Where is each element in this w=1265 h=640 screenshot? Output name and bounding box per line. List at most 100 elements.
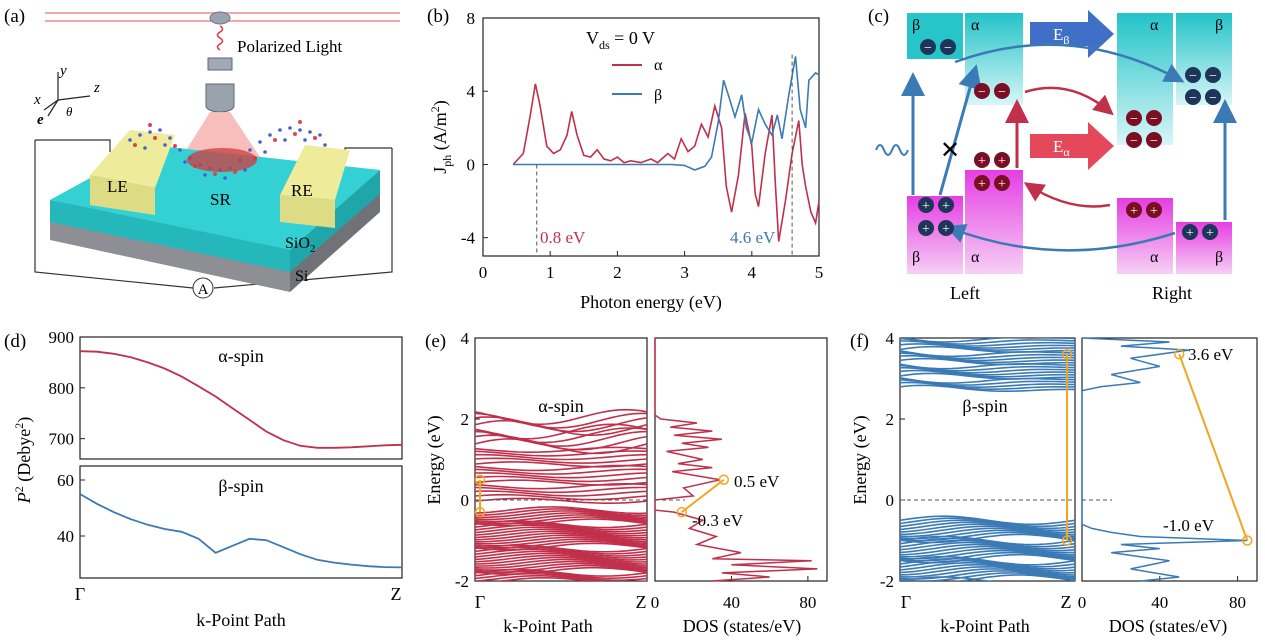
band-line xyxy=(475,558,647,567)
band-lines xyxy=(475,408,647,581)
e-beta-label: Eβ xyxy=(1053,25,1070,47)
band-line xyxy=(900,537,1075,548)
band-line xyxy=(900,352,1075,362)
band-line xyxy=(900,343,1075,351)
dos-transition-start xyxy=(1242,535,1253,546)
hole-sign: + xyxy=(942,222,950,237)
dos-xtick-label: 40 xyxy=(1151,593,1168,612)
band-line xyxy=(475,546,647,555)
dos-xtick-label: 80 xyxy=(1229,593,1246,612)
band-ytick-label: 4 xyxy=(461,329,470,348)
plot-e-transition-to: 0.5 eV xyxy=(734,472,780,491)
plot-b-xtick-label: 1 xyxy=(546,263,555,282)
plot-f-xtick-gamma: Γ xyxy=(901,592,911,612)
band-line xyxy=(475,568,647,577)
polarized-light-label: Polarized Light xyxy=(237,37,343,56)
plot-b-xtick-label: 0 xyxy=(479,263,488,282)
plot-b-series-beta xyxy=(513,56,820,171)
right-beta-top-label: β xyxy=(1215,17,1223,34)
ammeter-label: A xyxy=(198,282,209,298)
plot-b-xtick-label: 4 xyxy=(748,263,757,282)
e-alpha-label: Eα xyxy=(1053,137,1070,159)
dos-transition-end xyxy=(718,474,730,485)
plot-f-dos-xlabel: DOS (states/eV) xyxy=(1109,616,1227,637)
light-cone xyxy=(180,112,262,160)
left-alpha-bottom-label: α xyxy=(971,249,980,266)
band-line xyxy=(900,574,1075,581)
plot-d-series-beta xyxy=(79,493,403,569)
band-line xyxy=(900,545,1075,556)
electron-sign: − xyxy=(924,41,932,56)
plot-d-ytick-label: 700 xyxy=(49,430,75,449)
band-line xyxy=(475,530,647,539)
electron-sign: − xyxy=(1209,91,1217,106)
band-line xyxy=(475,520,647,529)
plot-d-ytick-label: 900 xyxy=(49,328,75,347)
electron-sign: − xyxy=(1189,91,1197,106)
band-line xyxy=(900,572,1075,581)
band-line xyxy=(475,464,647,472)
band-line xyxy=(475,446,647,453)
band-ytick-label: 4 xyxy=(886,329,895,348)
band-line xyxy=(495,577,596,581)
left-label: Left xyxy=(950,283,980,303)
legend-beta-label: β xyxy=(654,87,662,104)
band-line xyxy=(475,526,647,535)
dos-xtick-label: 40 xyxy=(723,593,740,612)
band-line xyxy=(475,536,647,545)
right-beta-electrons xyxy=(1185,67,1221,105)
band-line xyxy=(900,523,1075,534)
dos-xtick-label: 0 xyxy=(651,593,660,612)
band-line xyxy=(475,572,647,581)
band-line xyxy=(900,564,1075,574)
band-line xyxy=(900,366,1075,376)
hole-sign: + xyxy=(978,154,986,169)
plot-d-xtick-gamma: Γ xyxy=(75,584,85,604)
plot-f-dos-frame xyxy=(1081,337,1258,582)
band-line xyxy=(900,543,1075,554)
dos-curve xyxy=(654,338,818,582)
plot-b-xtick-label: 3 xyxy=(680,263,689,282)
plot-d-ytick-label: 40 xyxy=(57,527,74,546)
left-alpha-electrons xyxy=(974,83,1010,99)
band-line xyxy=(475,556,647,565)
right-beta-bottom-label: β xyxy=(1215,249,1223,266)
plot-e-xtick-z: Z xyxy=(636,592,647,612)
band-line xyxy=(475,550,647,559)
plot-b-marks xyxy=(512,54,820,256)
band-line xyxy=(475,542,647,551)
electron-sign: − xyxy=(1150,134,1158,149)
band-transition-start xyxy=(474,506,486,518)
band-line xyxy=(475,570,647,580)
alpha-hole-flow xyxy=(1023,182,1111,208)
polarizer-icon xyxy=(209,11,231,25)
light-wave-icon xyxy=(216,25,224,51)
right-alpha-cb xyxy=(1117,13,1173,145)
band-lines xyxy=(900,338,1075,581)
band-line xyxy=(475,552,647,561)
right-electrode-top xyxy=(280,145,350,200)
hole-sign: + xyxy=(1186,226,1194,241)
panel-e-label: (e) xyxy=(425,331,446,352)
band-line xyxy=(900,560,1075,570)
plot-b-ytick-label: 4 xyxy=(467,82,476,101)
panel-c-label: (c) xyxy=(868,6,889,27)
band-line xyxy=(475,493,647,501)
band-line xyxy=(475,518,647,527)
right-alpha-holes xyxy=(1126,202,1162,218)
band-line xyxy=(900,340,1075,349)
band-line xyxy=(475,508,647,517)
plot-f-band-xlabel: k-Point Path xyxy=(940,616,1030,636)
panel-b-label: (b) xyxy=(427,6,449,27)
plot-b-series-alpha xyxy=(512,83,820,242)
hole-sign: + xyxy=(922,199,930,214)
electron-sign: − xyxy=(944,41,952,56)
panel-d-label: (d) xyxy=(4,331,26,352)
plot-d-xlabel: k-Point Path xyxy=(196,610,286,630)
plot-e-band-xlabel: k-Point Path xyxy=(503,616,593,636)
axis-y-label: y xyxy=(58,63,67,79)
band-line xyxy=(475,560,647,569)
objective-lens-icon xyxy=(205,83,235,113)
